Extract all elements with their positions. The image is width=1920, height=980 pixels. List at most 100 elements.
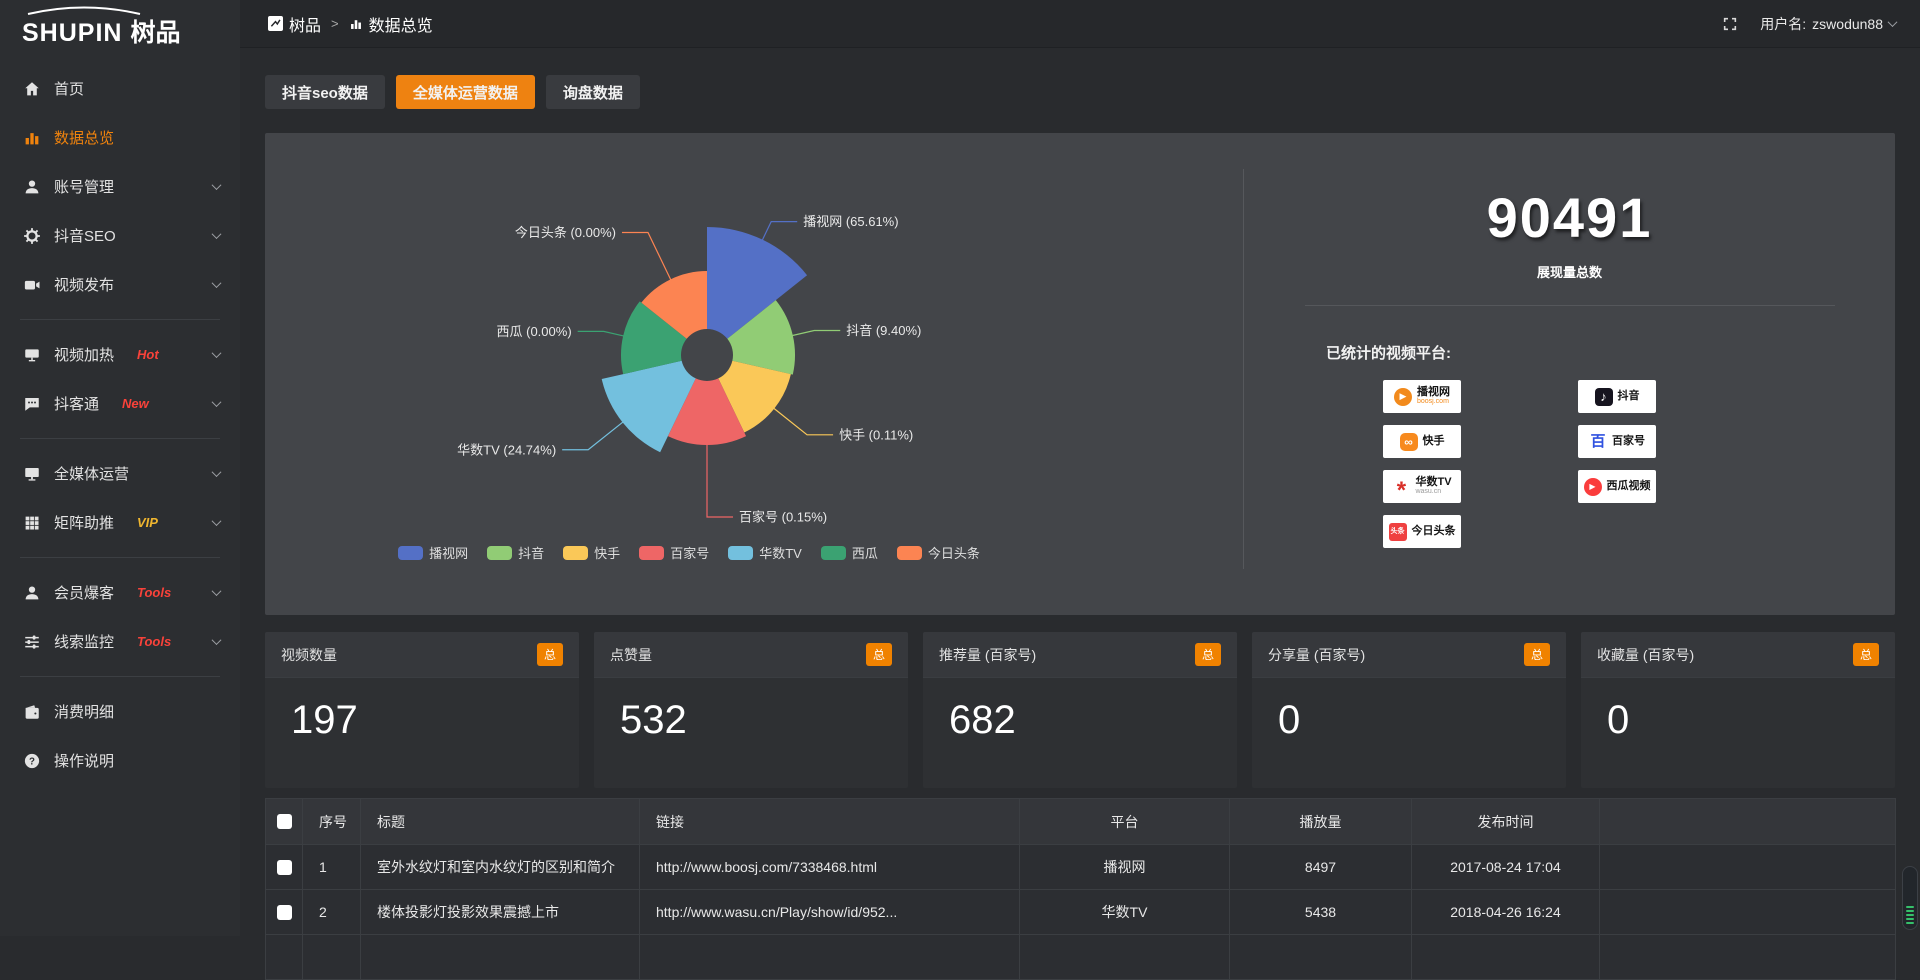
brand-logo[interactable]: SHUPIN 树品 xyxy=(0,0,240,56)
pie-slice-3[interactable] xyxy=(667,378,747,446)
legend-item-5[interactable]: 西瓜 xyxy=(820,543,878,562)
user-dropdown[interactable]: 用户名: zswodun88 xyxy=(1760,14,1898,34)
pie-slice-4[interactable] xyxy=(601,360,696,453)
panel-divider xyxy=(1243,169,1244,569)
tab-0[interactable]: 抖音seo数据 xyxy=(265,75,385,109)
cell-time: 2017-08-24 17:04 xyxy=(1411,844,1600,890)
tab-2[interactable]: 询盘数据 xyxy=(545,75,640,109)
pie-slice-1[interactable] xyxy=(727,300,795,375)
legend-item-1[interactable]: 抖音 xyxy=(487,543,544,562)
floating-widget[interactable] xyxy=(1902,866,1918,930)
cell-platform: 华数TV xyxy=(1019,889,1230,935)
platform-badge-kuaishou: ∞ 快手 xyxy=(1383,425,1461,458)
sidebar-item-member[interactable]: 会员爆客 Tools xyxy=(0,568,240,617)
legend-swatch xyxy=(639,545,665,560)
stat-card-value: 0 xyxy=(1278,698,1301,742)
legend-item-6[interactable]: 今日头条 xyxy=(896,543,980,562)
cell-empty xyxy=(639,934,1020,980)
column-header-no: 序号 xyxy=(302,798,361,845)
main-content: 抖音seo数据 全媒体运营数据 询盘数据 播视网 (65.61%) 抖音 (9.40%… xyxy=(240,48,1920,980)
cell-filler xyxy=(1599,889,1896,935)
sidebar-item-screen[interactable]: 视频加热 Hot xyxy=(0,330,240,379)
legend-swatch xyxy=(487,545,513,560)
column-header-link: 链接 xyxy=(639,798,1020,845)
summary-divider xyxy=(1304,305,1835,306)
chevron-down-icon xyxy=(211,467,222,478)
widget-bar xyxy=(1906,910,1914,912)
video-title-link[interactable]: 室外水纹灯和室内水纹灯的区别和简介 xyxy=(360,844,640,890)
legend-item-2[interactable]: 快手 xyxy=(563,543,620,562)
cell-empty xyxy=(360,934,640,980)
sidebar-item-label: 视频加热 xyxy=(54,347,115,364)
sidebar-item-grid[interactable]: 矩阵助推 VIP xyxy=(0,498,240,547)
pie-label-line-6 xyxy=(621,231,672,282)
douyin-logo-icon: ♪ xyxy=(1594,387,1613,406)
platform-badge-text: 今日头条 xyxy=(1412,525,1456,537)
boosj-logo-icon: ▶ xyxy=(1394,387,1412,406)
video-url-link[interactable]: http://www.wasu.cn/Play/show/id/952... xyxy=(639,889,1020,935)
legend-label: 百家号 xyxy=(670,546,710,561)
video-title-link[interactable]: 楼体投影灯投影效果震撼上市 xyxy=(360,889,640,935)
video-url-link[interactable]: http://www.boosj.com/7338468.html xyxy=(639,844,1020,890)
stat-card-header: 点赞量 总 xyxy=(594,632,908,678)
platform-name: 播视网 xyxy=(1417,386,1450,399)
wasu-logo-icon: * xyxy=(1396,477,1407,505)
logo-text-cn: 树品 xyxy=(130,19,181,47)
stat-card-value: 682 xyxy=(949,698,1016,742)
sidebar-item-question[interactable]: ? 操作说明 xyxy=(0,736,240,785)
platform-badge-douyin: ♪ 抖音 xyxy=(1578,380,1656,413)
pie-slice-5[interactable] xyxy=(621,301,687,375)
legend-item-4[interactable]: 华数TV xyxy=(728,543,802,562)
platforms-section-label: 已统计的视频平台: xyxy=(1326,345,1451,362)
pie-label-line-1 xyxy=(790,329,841,337)
platform-badge-text: 西瓜视频 xyxy=(1607,480,1651,492)
pie-label-2: 快手 (0.11%) xyxy=(839,427,913,442)
pie-slice-0[interactable] xyxy=(707,227,808,339)
sidebar-item-user[interactable]: 账号管理 xyxy=(0,162,240,211)
legend-item-0[interactable]: 播视网 xyxy=(398,543,468,562)
sidebar: SHUPIN 树品 首页 数据总览账号管理抖音SEO 视频发布视频加热 Hot 抖客通 Ne… xyxy=(0,0,240,936)
row-checkbox[interactable] xyxy=(276,904,292,920)
cell-plays: 8497 xyxy=(1229,844,1412,890)
sidebar-item-label: 抖音SEO xyxy=(54,228,116,245)
legend-swatch xyxy=(398,545,424,560)
sidebar-item-gear[interactable]: 抖音SEO xyxy=(0,211,240,260)
sidebar-item-wallet[interactable]: 消费明细 xyxy=(0,687,240,736)
total-impressions-label: 展现量总数 xyxy=(1536,265,1602,280)
platform-badge-baijia: 百百家号 xyxy=(1578,425,1656,458)
videos-table-section: 序号 标题 链接 平台 播放量 发布时间 1 室外水纹灯和室内水纹灯的区别和简介 http://… xyxy=(265,798,1896,980)
stat-card-label: 分享量 (百家号) xyxy=(1268,646,1366,663)
chevron-down-icon xyxy=(211,635,222,646)
row-checkbox[interactable] xyxy=(276,859,292,875)
select-all-checkbox[interactable] xyxy=(276,814,292,829)
sidebar-item-sliders[interactable]: 线索监控 Tools xyxy=(0,617,240,666)
pie-label-4: 华数TV (24.74%) xyxy=(457,442,556,457)
sidebar-item-home[interactable]: 首页 xyxy=(0,64,240,113)
tab-1[interactable]: 全媒体运营数据 xyxy=(395,75,535,109)
cell-time: 2018-04-26 16:24 xyxy=(1411,889,1600,935)
sidebar-item-chat[interactable]: 抖客通 New xyxy=(0,379,240,428)
legend-item-3[interactable]: 百家号 xyxy=(639,543,709,562)
sidebar-item-monitor[interactable]: 全媒体运营 xyxy=(0,449,240,498)
platform-sub: boosj.com xyxy=(1417,398,1449,406)
sidebar-item-video[interactable]: 视频发布 xyxy=(0,260,240,309)
total-impressions-value: 90491 xyxy=(1486,186,1653,249)
total-badge: 总 xyxy=(1852,643,1879,666)
fullscreen-icon[interactable] xyxy=(1722,16,1738,32)
platform-name: 今日头条 xyxy=(1411,525,1456,538)
pie-slice-2[interactable] xyxy=(718,360,791,433)
sidebar-item-badge: Tools xyxy=(137,585,172,600)
legend-label: 今日头条 xyxy=(927,546,980,561)
breadcrumb-root[interactable]: 树品 xyxy=(268,12,321,36)
sidebar-item-bar-chart[interactable]: 数据总览 xyxy=(0,113,240,162)
stat-card-header: 分享量 (百家号) 总 xyxy=(1252,632,1566,678)
stat-card-body: 682 xyxy=(923,678,1237,743)
breadcrumb: 树品 > 数据总览 xyxy=(268,12,433,36)
breadcrumb-current[interactable]: 数据总览 xyxy=(349,12,433,36)
stat-card-value: 0 xyxy=(1607,698,1630,742)
sidebar-item-label: 账号管理 xyxy=(54,179,115,196)
platform-badge-text: 华数TV wasu.cn xyxy=(1415,476,1451,496)
pie-slice-6[interactable] xyxy=(641,271,707,339)
stat-card-1: 点赞量 总 532 xyxy=(594,632,908,788)
legend-swatch xyxy=(896,545,922,560)
